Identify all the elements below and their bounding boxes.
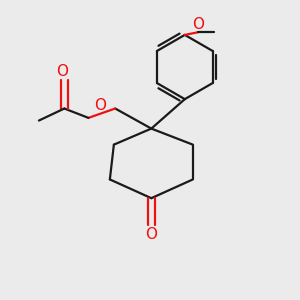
- Text: O: O: [94, 98, 106, 113]
- Text: O: O: [145, 227, 157, 242]
- Text: O: O: [192, 17, 204, 32]
- Text: O: O: [56, 64, 68, 79]
